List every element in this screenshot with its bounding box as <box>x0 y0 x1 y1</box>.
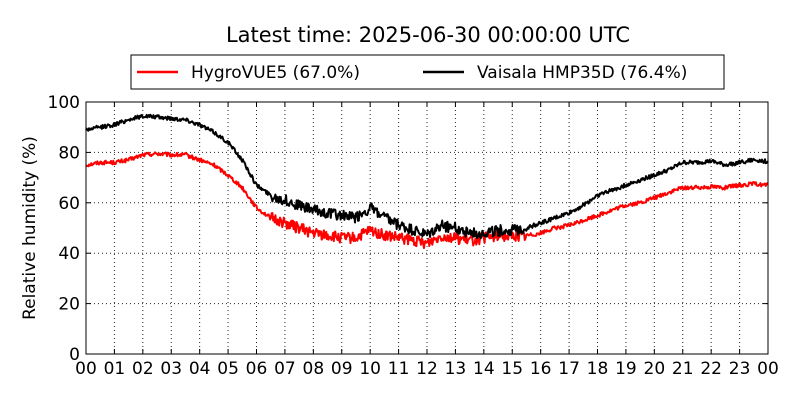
y-axis: 0 20 40 60 80 100 <box>48 93 768 365</box>
y-tick-label: 60 <box>58 194 80 214</box>
y-tick-label: 100 <box>48 93 80 113</box>
x-tick-label: 14 <box>473 359 495 379</box>
legend-label-vaisala: Vaisala HMP35D (76.4%) <box>477 63 687 83</box>
x-tick-label: 20 <box>644 359 666 379</box>
y-tick-label: 20 <box>58 295 80 315</box>
grid <box>86 102 768 354</box>
x-tick-label: 13 <box>445 359 467 379</box>
x-tick-label: 16 <box>530 359 552 379</box>
y-tick-label: 80 <box>58 143 80 163</box>
x-tick-label: 02 <box>132 359 154 379</box>
chart-title: Latest time: 2025-06-30 00:00:00 UTC <box>226 23 630 47</box>
x-tick-label: 17 <box>558 359 580 379</box>
x-tick-label: 22 <box>700 359 722 379</box>
legend: HygroVUE5 (67.0%) Vaisala HMP35D (76.4%) <box>130 54 725 90</box>
x-tick-label: 21 <box>672 359 694 379</box>
x-tick-label: 07 <box>274 359 296 379</box>
x-tick-label: 00 <box>75 359 97 379</box>
x-tick-label: 10 <box>359 359 381 379</box>
x-tick-label: 05 <box>217 359 239 379</box>
x-tick-label: 01 <box>104 359 126 379</box>
y-tick-label: 0 <box>69 345 80 365</box>
x-tick-label: 19 <box>615 359 637 379</box>
series-line-vaisala-hmp35d-76-4 <box>85 113 769 240</box>
x-tick-label: 18 <box>587 359 609 379</box>
plot-area-frame <box>85 101 769 355</box>
y-axis-label: Relative humidity (%) <box>20 136 40 320</box>
x-tick-label: 15 <box>501 359 523 379</box>
x-tick-label: 09 <box>331 359 353 379</box>
x-tick-label: 03 <box>160 359 182 379</box>
y-tick-label: 40 <box>58 244 80 264</box>
legend-label-hygrovue5: HygroVUE5 (67.0%) <box>191 63 360 83</box>
series-line-hygrovue5-67-0 <box>85 151 769 250</box>
x-tick-label: 06 <box>246 359 268 379</box>
x-tick-label: 08 <box>303 359 325 379</box>
series-layer <box>85 113 769 250</box>
x-tick-label: 00 <box>757 359 779 379</box>
x-tick-label: 23 <box>729 359 751 379</box>
x-tick-label: 11 <box>388 359 410 379</box>
x-tick-label: 04 <box>189 359 211 379</box>
x-tick-label: 12 <box>416 359 438 379</box>
x-axis: 00 01 02 03 04 05 06 07 08 09 10 11 12 13 14 15 16 17 18 19… <box>75 102 779 379</box>
